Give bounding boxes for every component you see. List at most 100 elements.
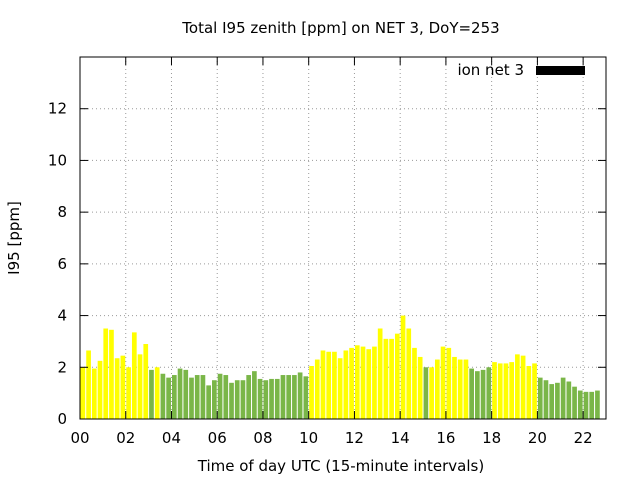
- bar-7: [120, 355, 126, 419]
- bar-15: [166, 377, 171, 419]
- bar-31: [257, 378, 263, 419]
- bar-74: [503, 363, 509, 419]
- bar-24: [217, 373, 223, 419]
- y-tick-label: 12: [48, 100, 67, 118]
- bar-35: [280, 375, 286, 419]
- bar-17: [177, 368, 183, 419]
- bar-62: [434, 359, 440, 419]
- bar-27: [234, 380, 240, 419]
- bar-12: [149, 369, 154, 419]
- y-axis-label: I95 [ppm]: [5, 201, 23, 275]
- bar-53: [383, 338, 389, 419]
- bar-37: [292, 375, 297, 419]
- bar-44: [332, 351, 337, 419]
- bar-42: [320, 350, 326, 419]
- bar-66: [457, 359, 463, 419]
- bar-21: [200, 375, 206, 419]
- x-tick-label: 06: [208, 429, 227, 447]
- bar-61: [429, 367, 434, 419]
- bar-16: [171, 375, 177, 419]
- bar-51: [372, 346, 377, 419]
- bar-67: [463, 359, 469, 419]
- bar-48: [354, 345, 360, 419]
- x-tick-label: 22: [574, 429, 593, 447]
- bar-87: [577, 390, 583, 419]
- x-tick-label: 20: [528, 429, 547, 447]
- bar-82: [549, 384, 555, 419]
- x-tick-label: 04: [162, 429, 181, 447]
- y-tick-label: 10: [48, 151, 67, 169]
- bar-32: [263, 380, 269, 419]
- bar-77: [520, 355, 526, 419]
- plot-frame: [79, 56, 607, 420]
- bar-14: [160, 373, 166, 419]
- bar-72: [492, 362, 497, 419]
- bar-0: [80, 367, 86, 419]
- bar-55: [394, 333, 400, 419]
- y-tick-label: 4: [57, 307, 67, 325]
- bar-60: [423, 367, 429, 419]
- bar-22: [206, 385, 211, 419]
- bar-23: [212, 380, 217, 419]
- bar-69: [475, 371, 480, 419]
- bars-group: [80, 315, 600, 419]
- bar-64: [446, 347, 452, 419]
- bar-28: [240, 380, 246, 419]
- bar-5: [109, 329, 114, 419]
- bar-4: [103, 328, 109, 419]
- bar-79: [532, 363, 537, 419]
- bar-1: [86, 350, 91, 419]
- y-tick-label: 0: [57, 410, 67, 428]
- bar-83: [555, 382, 560, 419]
- grid-lines: [80, 57, 606, 419]
- bar-86: [572, 386, 577, 419]
- bar-57: [406, 328, 412, 419]
- x-tick-label: 12: [345, 429, 364, 447]
- bar-13: [154, 367, 160, 419]
- bar-20: [194, 375, 200, 419]
- bar-54: [389, 338, 394, 419]
- x-tick-label: 10: [299, 429, 318, 447]
- bar-29: [246, 375, 252, 419]
- bar-81: [543, 380, 549, 419]
- bar-40: [309, 365, 314, 419]
- bar-18: [183, 369, 189, 419]
- bar-68: [469, 368, 474, 419]
- legend: ion net 3: [457, 61, 585, 79]
- chart-title: Total I95 zenith [ppm] on NET 3, DoY=253: [181, 19, 499, 37]
- bar-89: [589, 391, 595, 419]
- bar-26: [229, 382, 234, 419]
- bar-70: [480, 369, 486, 419]
- bar-43: [326, 351, 332, 419]
- bar-38: [297, 372, 303, 419]
- bar-45: [337, 358, 343, 419]
- y-tick-label: 8: [57, 203, 67, 221]
- bar-49: [360, 346, 366, 419]
- bar-25: [223, 375, 229, 419]
- x-tick-label: 00: [70, 429, 89, 447]
- bar-63: [440, 346, 446, 419]
- bar-47: [349, 347, 354, 419]
- bar-36: [286, 375, 292, 419]
- bar-65: [452, 356, 457, 419]
- bar-6: [114, 358, 120, 419]
- bar-41: [314, 359, 320, 419]
- x-axis-label: Time of day UTC (15-minute intervals): [197, 457, 484, 475]
- bar-9: [131, 332, 137, 419]
- x-tick-label: 16: [436, 429, 455, 447]
- legend-label: ion net 3: [457, 61, 524, 79]
- bar-8: [126, 367, 131, 419]
- y-tick-label: 2: [57, 358, 67, 376]
- bar-10: [137, 354, 143, 419]
- x-tick-label: 14: [391, 429, 410, 447]
- x-tick-label: 08: [253, 429, 272, 447]
- bar-39: [303, 376, 309, 419]
- bar-76: [515, 354, 520, 419]
- bar-46: [343, 350, 349, 419]
- bar-3: [97, 360, 103, 419]
- bar-33: [269, 378, 274, 419]
- bar-59: [417, 356, 423, 419]
- bar-11: [143, 344, 149, 419]
- bar-80: [537, 377, 543, 419]
